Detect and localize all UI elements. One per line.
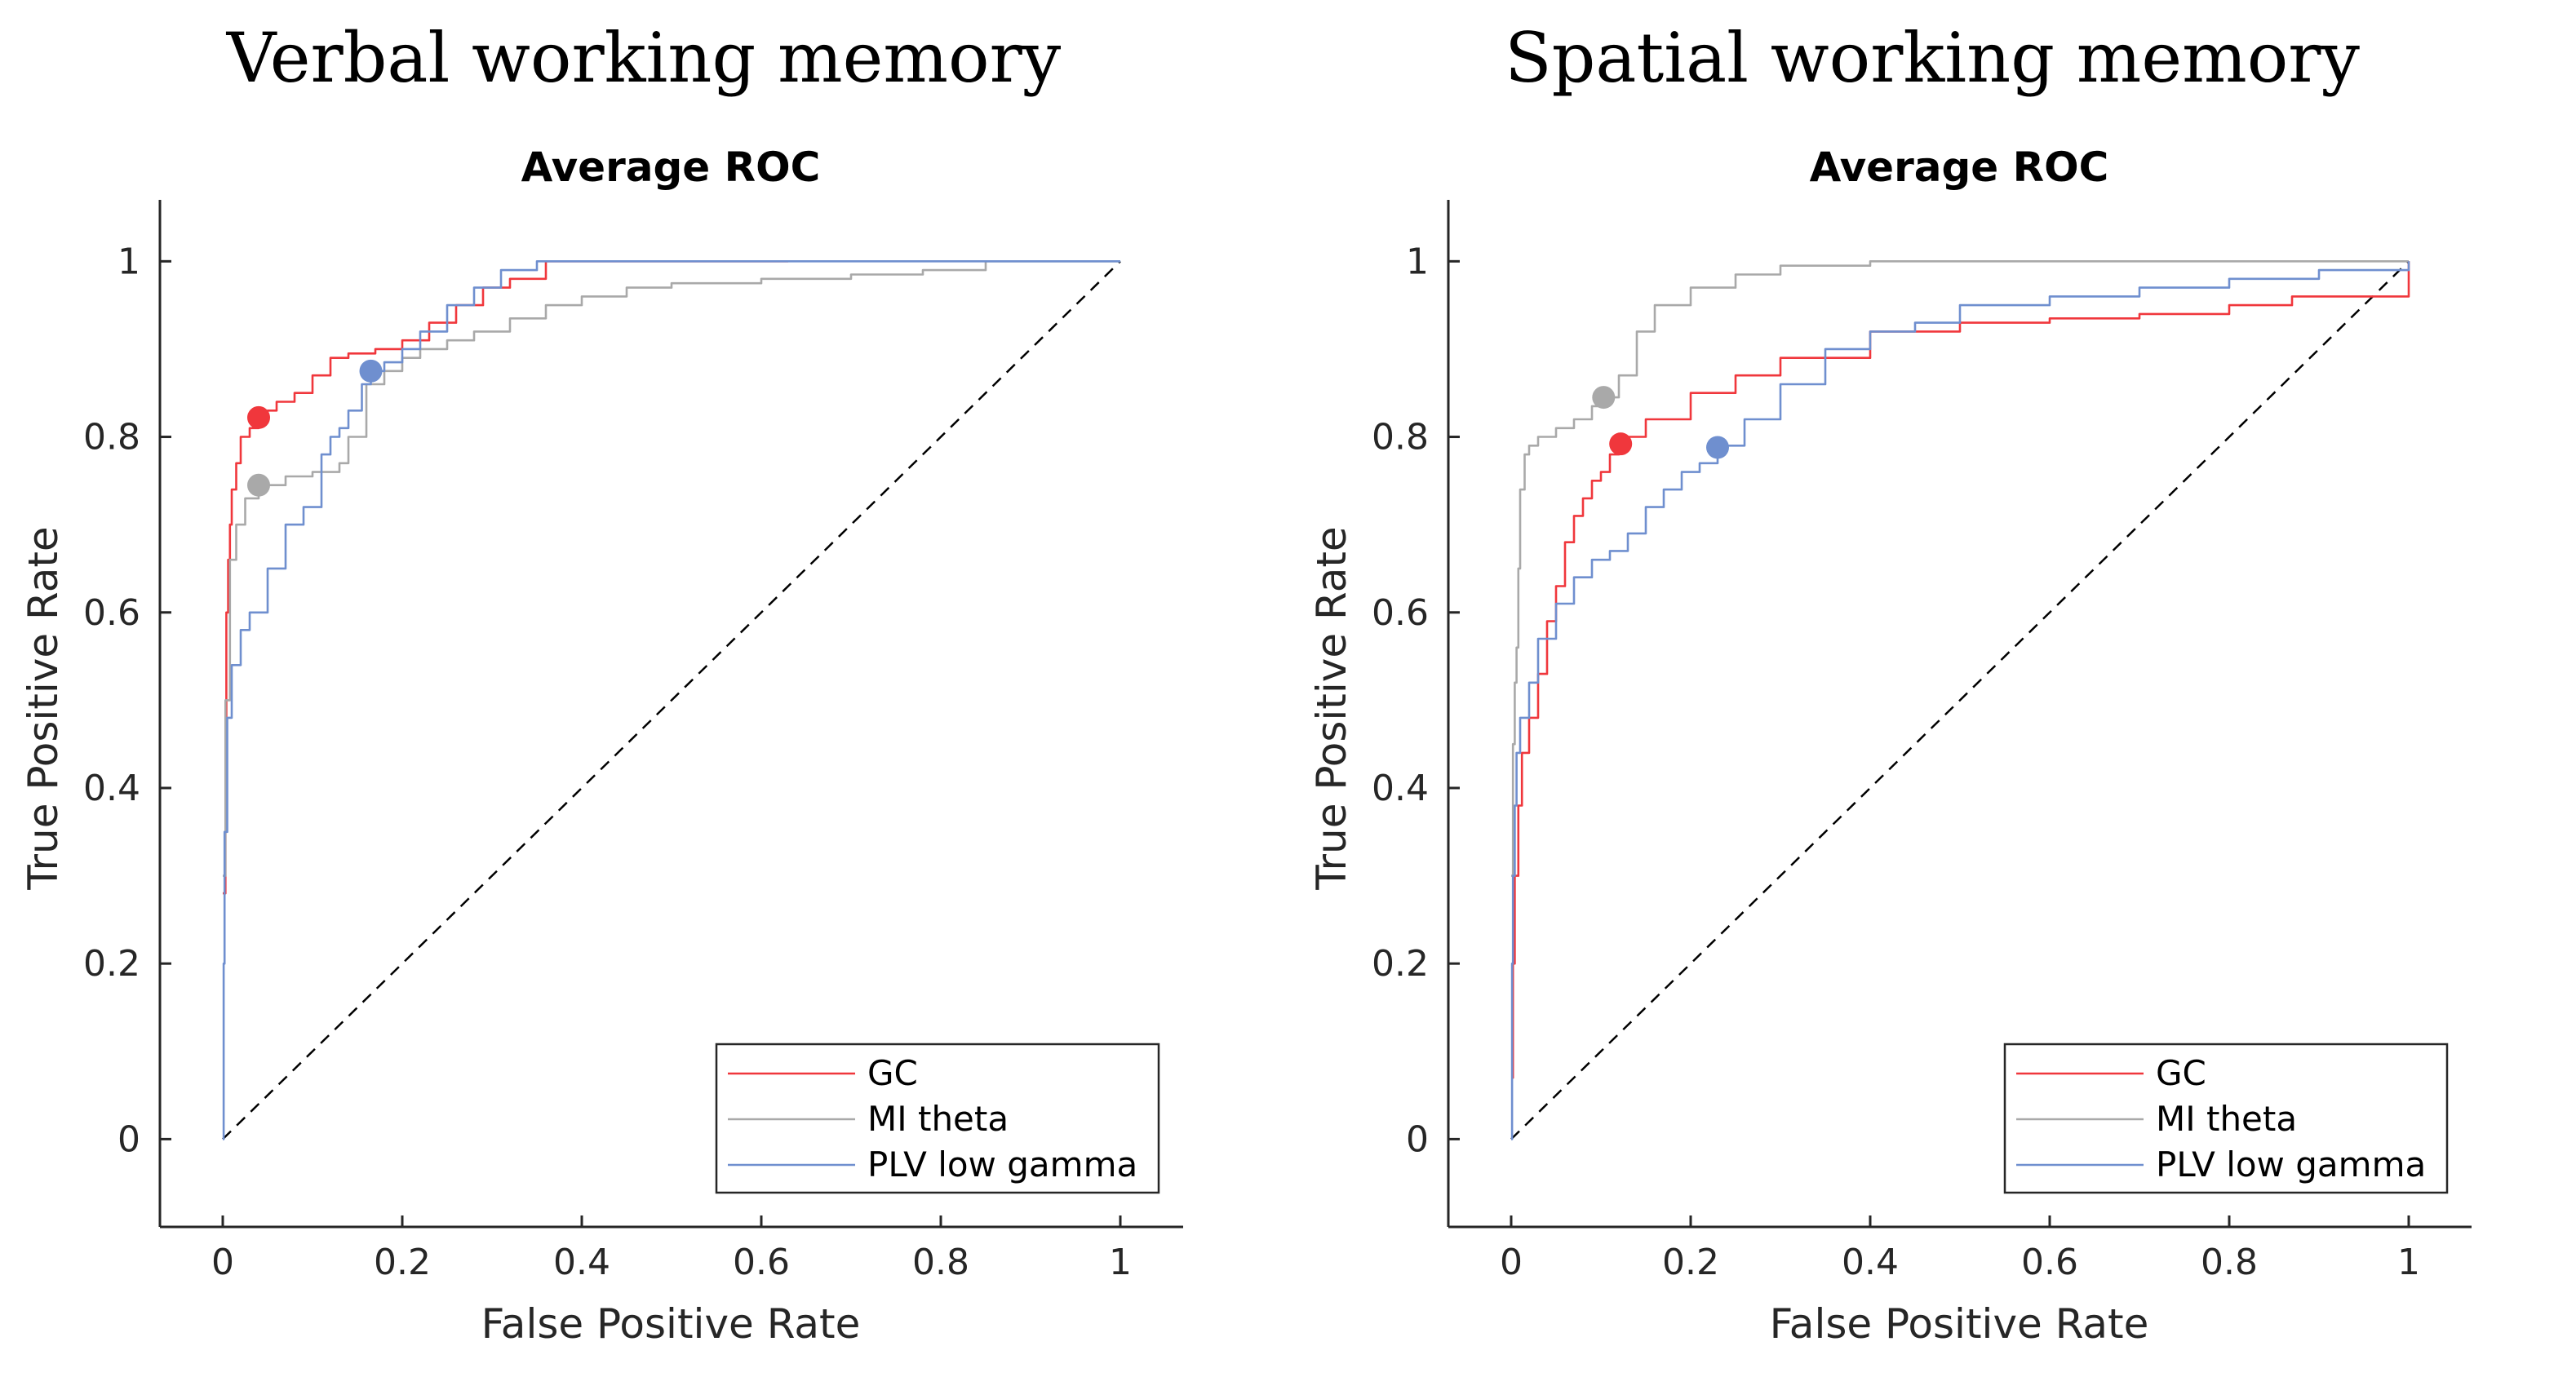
right-chart-panel: Spatial working memory Average ROC False… [1288, 0, 2576, 1377]
y-axis-label: True Positive Rate [1308, 526, 1355, 890]
y-tick-label: 0.8 [1372, 417, 1429, 458]
y-axis-label: True Positive Rate [20, 526, 67, 890]
y-tick-label: 0.4 [83, 768, 140, 809]
x-tick-label: 1 [2397, 1242, 2420, 1283]
series-group [222, 260, 1120, 1140]
operating-point-plv-low-gamma [1706, 436, 1729, 459]
legend: GC MI theta PLV low gamma [2003, 1043, 2449, 1194]
x-tick-label: 1 [1109, 1242, 1132, 1283]
x-axis-label: False Positive Rate [481, 1300, 861, 1348]
x-tick-label: 0.6 [733, 1242, 790, 1283]
legend-label: MI theta [2156, 1099, 2297, 1139]
series-group [1510, 260, 2410, 1140]
series-line-mi-theta [1511, 260, 2409, 877]
y-tick-label: 0.2 [83, 943, 140, 985]
series-line-mi-theta [223, 260, 1120, 877]
chance-line [1510, 260, 2410, 1140]
legend-label: GC [867, 1053, 918, 1093]
series-line-plv-low-gamma [1510, 261, 2410, 1140]
operating-point-gc [1609, 432, 1633, 456]
legend-label: PLV low gamma [2156, 1145, 2426, 1184]
x-tick-label: 0.2 [374, 1242, 431, 1283]
operating-point-plv-low-gamma [359, 359, 383, 383]
x-tick-label: 0 [211, 1242, 234, 1283]
y-tick-label: 1 [1406, 241, 1429, 282]
x-tick-label: 0.6 [2021, 1242, 2078, 1283]
y-tick-label: 0 [117, 1118, 140, 1160]
y-tick-label: 0.8 [83, 417, 140, 458]
roc-chart-verbal: Average ROC False Positive Rate True Pos… [20, 144, 1183, 1348]
legend-label: GC [2156, 1053, 2206, 1093]
legend-label: MI theta [867, 1099, 1009, 1139]
panel-heading: Spatial working memory [1505, 18, 2360, 98]
x-tick-label: 0.8 [2201, 1242, 2258, 1283]
axes: 0 0.2 0.4 0.6 0.8 1 0 0.2 0.4 0.6 0.8 1 [1372, 200, 2472, 1283]
operating-point-mi-theta [1592, 386, 1616, 410]
x-tick-label: 0.2 [1662, 1242, 1719, 1283]
x-tick-label: 0.8 [912, 1242, 969, 1283]
x-axis-label: False Positive Rate [1770, 1300, 2149, 1348]
legend: GC MI theta PLV low gamma [715, 1043, 1160, 1194]
chart-title: Average ROC [521, 144, 821, 191]
series-line-plv-low-gamma [222, 260, 1120, 1140]
legend-label: PLV low gamma [867, 1145, 1137, 1184]
chance-diagonal [1510, 260, 2410, 1140]
operating-point-mi-theta [247, 473, 270, 497]
y-tick-label: 0.6 [83, 592, 140, 634]
axes: 0 0.2 0.4 0.6 0.8 1 0 0.2 0.4 0.6 0.8 1 [83, 200, 1183, 1283]
panel-heading: Verbal working memory [226, 18, 1062, 98]
y-tick-label: 0.6 [1372, 592, 1429, 634]
operating-points [1592, 386, 1729, 459]
y-tick-label: 0.4 [1372, 768, 1429, 809]
series-line-gc [223, 260, 788, 895]
chance-line [222, 260, 1121, 1140]
operating-point-gc [247, 405, 270, 429]
x-tick-label: 0 [1500, 1242, 1523, 1283]
chance-diagonal [222, 260, 1121, 1140]
left-chart-panel: Verbal working memory Average ROC False … [20, 18, 1183, 1348]
y-tick-label: 1 [117, 241, 140, 282]
x-tick-label: 0.4 [553, 1242, 610, 1283]
x-tick-label: 0.4 [1842, 1242, 1899, 1283]
roc-chart-spatial: Average ROC False Positive Rate True Pos… [1308, 144, 2472, 1348]
chart-title: Average ROC [1810, 144, 2109, 191]
operating-points [247, 359, 383, 497]
y-tick-label: 0.2 [1372, 943, 1429, 985]
y-tick-label: 0 [1406, 1118, 1429, 1160]
series-line-gc [1511, 261, 2410, 1079]
